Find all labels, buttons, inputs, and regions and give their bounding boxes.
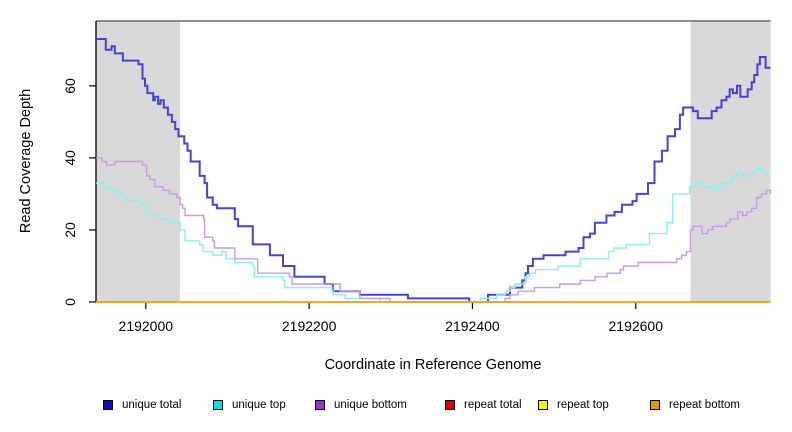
legend-swatch (650, 400, 660, 410)
legend-item: unique top (213, 398, 286, 412)
series-line-unique-top (96, 168, 771, 303)
legend-item: unique total (103, 398, 181, 412)
y-tick-label: 20 (62, 222, 78, 238)
legend-item: unique bottom (315, 398, 407, 412)
y-axis-title: Read Coverage Depth (18, 88, 34, 234)
legend-item: repeat total (445, 398, 522, 412)
shaded-region (690, 20, 771, 302)
y-tick-label: 40 (62, 150, 78, 166)
legend-label: repeat total (464, 399, 522, 411)
legend-swatch (538, 400, 548, 410)
y-tick-label: 0 (62, 298, 78, 306)
legend-label: unique top (232, 399, 286, 411)
legend-label: repeat top (557, 399, 609, 411)
x-tick-label: 2192400 (445, 318, 500, 334)
legend-swatch (315, 400, 325, 410)
legend-swatch (213, 400, 223, 410)
legend-label: repeat bottom (669, 399, 740, 411)
x-tick-label: 2192200 (281, 318, 337, 334)
y-tick-label: 60 (62, 78, 78, 94)
x-tick-label: 2192000 (118, 318, 174, 334)
series-line-unique-total (96, 38, 771, 303)
legend-label: unique bottom (334, 399, 407, 411)
x-tick-label: 2192600 (608, 318, 664, 334)
legend-label: unique total (122, 399, 182, 411)
legend-swatch (445, 400, 455, 410)
legend-item: repeat top (538, 398, 609, 412)
legend-swatch (103, 400, 113, 410)
legend-item: repeat bottom (650, 398, 740, 412)
series-line-unique-bottom (96, 157, 772, 303)
x-axis-title: Coordinate in Reference Genome (324, 357, 542, 373)
